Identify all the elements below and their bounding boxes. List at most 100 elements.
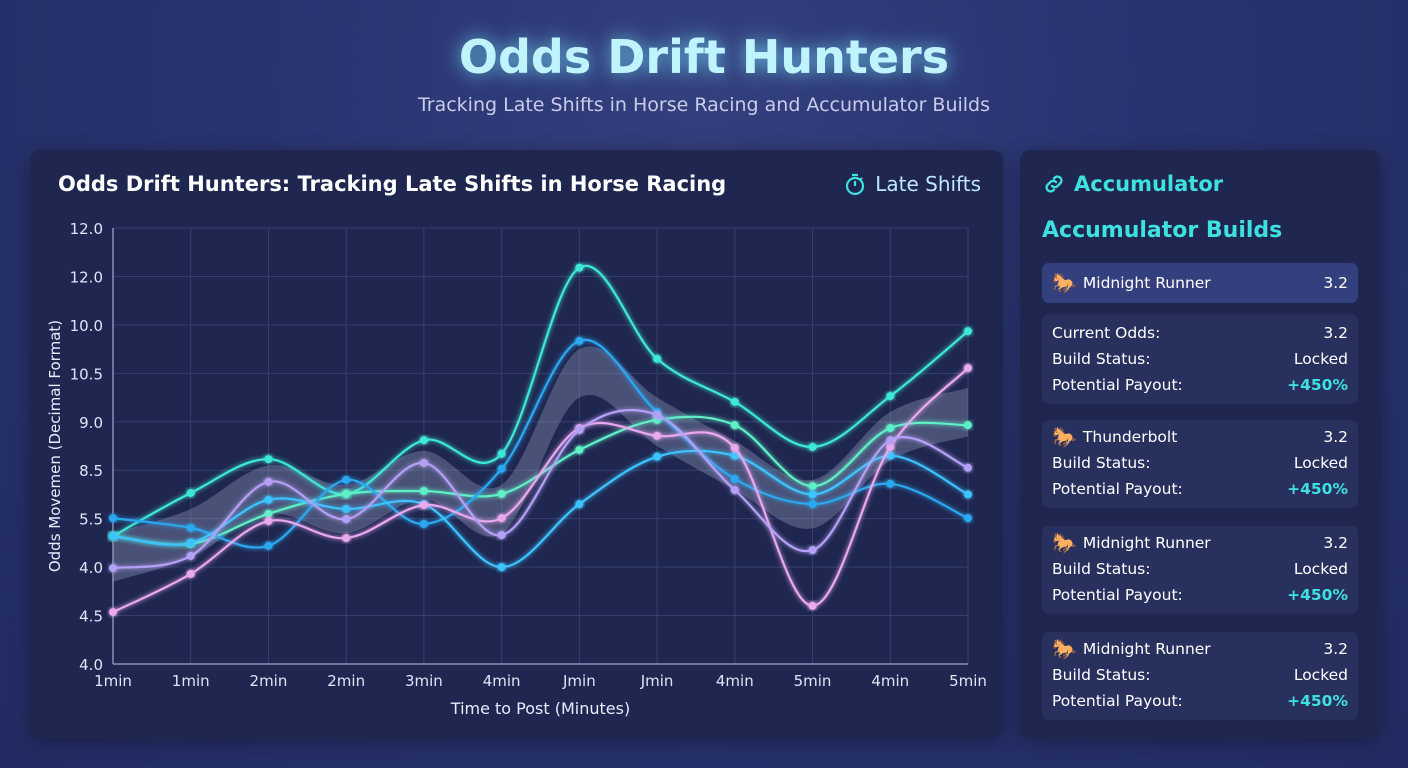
build-card[interactable]: 🐎 Midnight Runner 3.2 Build Status: Locked … xyxy=(1042,526,1358,614)
data-point xyxy=(264,455,273,464)
horse-name: Midnight Runner xyxy=(1082,534,1211,552)
horse-icon: 🐎 xyxy=(1052,531,1077,555)
build-status-value: Locked xyxy=(1293,560,1348,578)
x-tick-label: 4min xyxy=(483,672,521,690)
data-point xyxy=(808,490,817,499)
build-card[interactable]: 🐎 Midnight Runner 3.2 Build Status: Locked … xyxy=(1042,632,1358,720)
data-point xyxy=(186,523,195,532)
data-point xyxy=(886,479,895,488)
data-point xyxy=(808,482,817,491)
y-tick-label: 4.5 xyxy=(79,608,103,626)
data-point xyxy=(730,451,739,460)
x-tick-label: 4min xyxy=(716,672,754,690)
stopwatch-icon xyxy=(846,173,865,196)
data-point xyxy=(575,500,584,509)
accumulator-builds-heading: Accumulator Builds xyxy=(1042,218,1283,243)
data-point xyxy=(109,564,117,573)
data-point xyxy=(653,452,662,461)
link-icon xyxy=(1045,175,1063,193)
line-chart: 4.0 4.5 4.0 5.5 8.5 9.0 10.5 10.0 12.0 12.0 1min 1m… xyxy=(46,220,987,718)
data-point xyxy=(264,477,273,486)
x-tick-label: Jmin xyxy=(562,672,596,690)
x-tick-label: 2min xyxy=(327,672,365,690)
data-point xyxy=(575,336,584,345)
build-status-label: Build Status: xyxy=(1052,454,1151,472)
data-point xyxy=(730,443,739,452)
data-point xyxy=(186,538,195,547)
build-status-label: Build Status: xyxy=(1052,560,1151,578)
x-tick-label: Jmin xyxy=(640,672,674,690)
data-point xyxy=(497,514,506,523)
data-point xyxy=(186,551,195,560)
y-tick-label: 10.0 xyxy=(70,317,103,335)
data-point xyxy=(186,488,195,497)
accumulator-panel: Accumulator Accumulator Builds 🐎 Midnight… xyxy=(1020,150,1380,738)
horse-odds: 3.2 xyxy=(1323,428,1348,446)
data-point xyxy=(342,515,351,524)
data-point xyxy=(575,263,584,272)
y-tick-label: 4.0 xyxy=(79,559,103,577)
data-point xyxy=(964,364,972,373)
series-line-aqua xyxy=(112,415,969,546)
y-tick-label: 8.5 xyxy=(79,462,103,480)
data-point xyxy=(730,486,739,495)
x-tick-label: 1min xyxy=(94,672,132,690)
data-point xyxy=(653,431,662,440)
current-odds-value: 3.2 xyxy=(1323,324,1348,342)
late-shifts-label: Late Shifts xyxy=(875,172,981,196)
accumulator-header: Accumulator xyxy=(1042,172,1223,196)
payout-value: +450% xyxy=(1287,480,1348,498)
build-status-value: Locked xyxy=(1293,666,1348,684)
data-point xyxy=(730,421,739,430)
horse-odds: 3.2 xyxy=(1323,534,1348,552)
data-point xyxy=(342,504,351,513)
horse-name: Midnight Runner xyxy=(1082,640,1211,658)
payout-label: Potential Payout: xyxy=(1052,376,1183,394)
y-tick-label: 5.5 xyxy=(79,511,103,529)
data-point xyxy=(497,464,506,473)
horse-icon: 🐎 xyxy=(1052,425,1077,449)
data-point xyxy=(497,449,506,458)
horse-name: Thunderbolt xyxy=(1082,428,1178,446)
data-point xyxy=(497,531,506,540)
data-point xyxy=(886,436,895,445)
x-tick-label: 4min xyxy=(871,672,909,690)
data-point xyxy=(653,410,662,419)
payout-value: +450% xyxy=(1287,586,1348,604)
build-card[interactable]: 🐎 Thunderbolt 3.2 Build Status: Locked Pote… xyxy=(1042,420,1358,508)
payout-label: Potential Payout: xyxy=(1052,586,1183,604)
confidence-band xyxy=(113,346,968,582)
horse-name: Midnight Runner xyxy=(1082,274,1211,292)
data-point xyxy=(342,534,351,543)
data-point xyxy=(419,436,428,445)
current-odds-label: Current Odds: xyxy=(1052,324,1161,342)
data-point xyxy=(730,474,739,483)
data-point xyxy=(342,489,351,498)
build-detail-card: Current Odds: 3.2 Build Status: Locked Pot… xyxy=(1042,314,1358,404)
data-point xyxy=(419,487,428,496)
data-point xyxy=(886,392,895,401)
data-point xyxy=(497,563,506,572)
data-point xyxy=(886,424,895,433)
data-point xyxy=(109,532,117,541)
x-tick-label: 3min xyxy=(405,672,443,690)
data-point xyxy=(186,569,195,578)
data-point xyxy=(808,546,817,555)
data-point xyxy=(575,445,584,454)
payout-label: Potential Payout: xyxy=(1052,692,1183,710)
horse-odds: 3.2 xyxy=(1323,274,1348,292)
data-point xyxy=(886,442,895,451)
featured-build[interactable]: 🐎 Midnight Runner 3.2 xyxy=(1042,263,1358,303)
chart-panel: Odds Drift Hunters: Tracking Late Shifts… xyxy=(30,150,1003,738)
data-point xyxy=(419,501,428,510)
data-point xyxy=(964,490,972,499)
payout-label: Potential Payout: xyxy=(1052,480,1183,498)
accumulator-heading: Accumulator xyxy=(1074,172,1224,196)
data-point xyxy=(964,463,972,472)
data-point xyxy=(264,517,273,526)
data-point xyxy=(264,509,273,518)
data-point xyxy=(264,541,273,550)
build-status-value: Locked xyxy=(1293,454,1348,472)
x-tick-label: 1min xyxy=(172,672,210,690)
chart-title: Odds Drift Hunters: Tracking Late Shifts… xyxy=(58,172,727,196)
